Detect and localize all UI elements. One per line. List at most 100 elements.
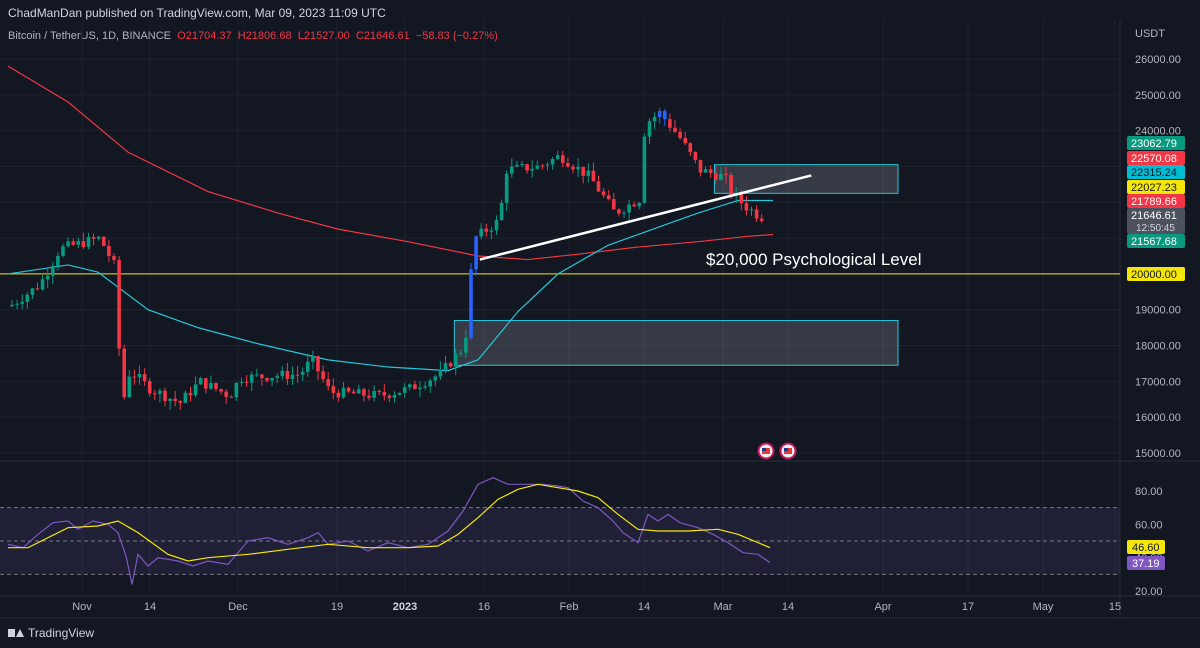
candle-body bbox=[112, 256, 116, 260]
candle-body bbox=[382, 392, 387, 396]
candle-body bbox=[413, 384, 417, 390]
moving-average-1 bbox=[7, 199, 773, 372]
rsi-tick-label: 60.00 bbox=[1135, 519, 1163, 531]
candle-body bbox=[708, 169, 713, 174]
candle-body bbox=[204, 378, 208, 389]
publisher-line: ChadManDan published on TradingView.com,… bbox=[8, 6, 386, 20]
time-tick-label: Feb bbox=[560, 601, 579, 613]
candle-body bbox=[45, 275, 50, 280]
time-tick-label: 14 bbox=[638, 601, 650, 613]
candle-body bbox=[749, 209, 754, 211]
candle-body bbox=[244, 381, 249, 383]
brand-name: TradingView bbox=[28, 626, 95, 640]
symbol-name[interactable]: Bitcoin / TetherUS, 1D, BINANCE bbox=[8, 30, 172, 42]
candle-body bbox=[673, 127, 677, 132]
candle-body bbox=[759, 218, 764, 222]
candle-body bbox=[423, 386, 427, 388]
candle-body bbox=[714, 173, 718, 180]
moving-average-0 bbox=[7, 65, 774, 261]
candle-body bbox=[576, 166, 580, 170]
price-tick-label: 25000.00 bbox=[1135, 90, 1181, 102]
candle-body bbox=[306, 361, 310, 372]
candle-body bbox=[520, 164, 524, 166]
candle-body bbox=[117, 259, 121, 349]
candle-body bbox=[96, 236, 101, 239]
candle-body bbox=[198, 378, 203, 385]
candle-body bbox=[168, 398, 172, 401]
us-flag-canton-0 bbox=[762, 448, 766, 451]
candle-body bbox=[270, 377, 274, 381]
open-value: 21704.37 bbox=[185, 30, 232, 42]
candle-body bbox=[76, 240, 81, 245]
candle-body bbox=[402, 387, 407, 393]
candle-body bbox=[367, 395, 371, 398]
price-tick-label: 16000.00 bbox=[1135, 412, 1181, 424]
time-tick-label: Nov bbox=[72, 601, 92, 613]
rsi-line-1 bbox=[8, 483, 771, 562]
candle-body bbox=[163, 390, 167, 401]
candle-body bbox=[260, 374, 264, 378]
time-tick-label: 15 bbox=[1109, 601, 1121, 613]
candle-body bbox=[285, 370, 290, 380]
candle-body bbox=[15, 303, 19, 305]
candle-body bbox=[102, 236, 106, 246]
candle-body bbox=[336, 392, 341, 398]
candle-body bbox=[30, 288, 35, 295]
candle-body bbox=[51, 265, 55, 276]
candle-body bbox=[657, 111, 662, 118]
candle-body bbox=[10, 304, 14, 307]
candle-body bbox=[703, 169, 708, 173]
candle-body bbox=[300, 371, 305, 375]
candle-body bbox=[107, 245, 111, 257]
candle-body bbox=[663, 111, 667, 120]
candle-body bbox=[20, 301, 24, 304]
time-tick-label: Mar bbox=[714, 601, 733, 613]
candle-body bbox=[469, 269, 473, 338]
candle-body bbox=[627, 204, 631, 213]
price-label-text: 21646.61 bbox=[1131, 210, 1177, 222]
price-label-badge bbox=[1127, 194, 1185, 208]
candle-body bbox=[724, 173, 728, 176]
low-value: 21527.00 bbox=[303, 30, 350, 42]
candle-body bbox=[249, 374, 254, 383]
candle-body bbox=[392, 394, 397, 398]
candle-body bbox=[91, 237, 96, 239]
candle-body bbox=[525, 164, 529, 171]
price-tick-label: 19000.00 bbox=[1135, 305, 1181, 317]
candle-body bbox=[464, 337, 468, 353]
candle-body bbox=[357, 389, 361, 394]
candle-body bbox=[321, 371, 325, 380]
candle-body bbox=[387, 395, 392, 398]
candle-body bbox=[418, 387, 422, 390]
candle-body bbox=[377, 390, 381, 393]
candle-body bbox=[754, 209, 759, 219]
price-label-badge bbox=[1127, 151, 1185, 165]
candle-body bbox=[637, 202, 642, 207]
candle-body bbox=[494, 220, 499, 231]
footer: TradingView bbox=[8, 626, 94, 640]
candle-body bbox=[295, 374, 300, 376]
price-label-badge bbox=[1127, 234, 1185, 248]
ohlc-values: O21704.37 H21806.68 L21527.00 C21646.61 … bbox=[174, 30, 498, 42]
candle-body bbox=[132, 376, 137, 378]
candle-body bbox=[290, 374, 295, 380]
candle-body bbox=[122, 348, 126, 398]
candle-body bbox=[229, 396, 234, 398]
candle-body bbox=[137, 374, 142, 378]
candle-body bbox=[275, 376, 279, 378]
candle-body bbox=[474, 236, 478, 270]
rsi-value-text: 46.60 bbox=[1132, 542, 1160, 554]
candle-body bbox=[438, 369, 443, 377]
candle-body bbox=[362, 389, 366, 396]
tradingview-logo-icon bbox=[8, 627, 24, 639]
candle-body bbox=[408, 384, 412, 388]
candle-body bbox=[316, 356, 320, 372]
price-label-text: 22027.23 bbox=[1131, 182, 1177, 194]
grid-lines bbox=[0, 20, 1120, 596]
candle-body bbox=[372, 390, 376, 398]
candle-body bbox=[224, 391, 228, 397]
candle-body bbox=[642, 136, 647, 203]
candle-body bbox=[331, 386, 336, 393]
candle-body bbox=[489, 230, 494, 232]
